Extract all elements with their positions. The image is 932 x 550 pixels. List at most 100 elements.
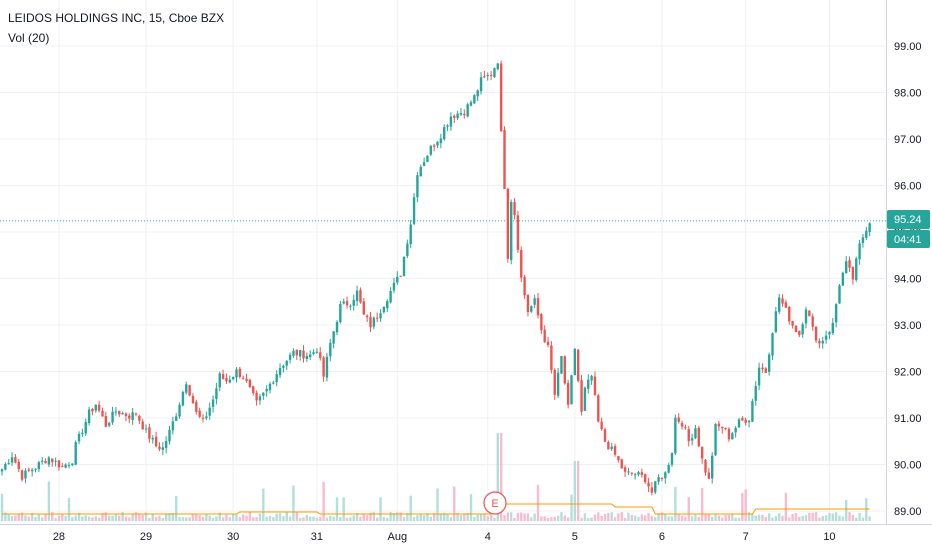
volume-bar — [771, 517, 774, 521]
time-tick-label: 28 — [53, 531, 65, 543]
volume-bar — [664, 514, 667, 521]
volume-bar — [305, 515, 309, 521]
volume-bar — [64, 516, 67, 521]
candle-body — [312, 352, 315, 355]
volume-bar — [443, 512, 446, 521]
volume-bar — [684, 517, 687, 521]
candle-body — [268, 383, 272, 391]
earnings-marker[interactable]: E — [483, 491, 507, 515]
volume-bar — [218, 512, 221, 521]
volume-bar — [754, 515, 757, 521]
time-tick-label: 10 — [823, 531, 835, 543]
volume-bar — [41, 517, 44, 521]
volume-bar — [71, 517, 74, 521]
candle-body — [54, 460, 57, 462]
candle-body — [221, 374, 225, 379]
candle-body — [449, 116, 453, 127]
price-axis[interactable]: 99.0098.0097.0096.0095.0094.0093.0092.00… — [894, 41, 922, 518]
volume-bar — [828, 512, 831, 521]
volume-bar — [77, 512, 81, 521]
volume-bar — [623, 517, 627, 521]
volume-bar — [34, 517, 37, 521]
candle-body — [811, 316, 814, 327]
volume-bar — [510, 512, 513, 521]
candle-body — [443, 127, 446, 140]
candle-body — [255, 392, 258, 401]
volume-bar — [114, 514, 118, 521]
volume-bar — [20, 512, 24, 521]
candle-body — [794, 325, 798, 332]
candle-body — [479, 77, 483, 92]
volume-bar — [654, 517, 657, 521]
candle-body — [687, 429, 690, 442]
volume-bar — [255, 516, 258, 521]
volume-bar — [794, 513, 798, 521]
candle-body — [74, 442, 77, 465]
volume-bar — [74, 515, 77, 521]
volume-bar — [590, 517, 593, 521]
candle-body — [426, 155, 429, 162]
volume-bar — [205, 514, 208, 521]
candle-body — [654, 481, 657, 493]
candle-body — [563, 356, 566, 384]
volume-bar — [821, 516, 824, 521]
candle-body — [319, 352, 322, 359]
candle-body — [778, 297, 781, 312]
volume-indicator-label[interactable]: Vol (20) — [8, 31, 50, 45]
candle-body — [724, 428, 727, 430]
candle-body — [30, 469, 34, 472]
candle-body — [101, 410, 104, 417]
volume-bar — [54, 517, 57, 521]
candle-body — [533, 298, 536, 305]
candle-body — [513, 202, 516, 216]
volume-bar — [94, 516, 97, 521]
bar-close-countdown: 04:41 — [894, 234, 922, 246]
candle-body — [520, 250, 523, 278]
candle-body — [439, 138, 443, 144]
volume-bar — [687, 497, 690, 521]
candle-body — [510, 202, 513, 260]
volume-bar — [593, 514, 597, 521]
candle-body — [855, 258, 858, 281]
candle-body — [419, 166, 422, 177]
volume-bar — [272, 517, 275, 521]
candle-body — [386, 301, 389, 309]
volume-bar — [520, 512, 523, 521]
volume-bar — [523, 513, 526, 521]
candle-body — [191, 395, 195, 404]
candle-body — [694, 428, 697, 439]
candle-body — [295, 349, 298, 356]
volume-bar — [339, 517, 342, 521]
volume-bar — [744, 489, 747, 521]
volume-bar — [865, 498, 868, 521]
candle-body — [138, 415, 141, 421]
volume-bar — [496, 433, 499, 521]
candle-body — [131, 412, 134, 420]
candle-body — [640, 472, 644, 476]
time-axis[interactable]: 28 29 30 31 Aug 4 5 6 7 10 — [53, 531, 836, 543]
candle-body — [617, 456, 620, 461]
candle-body — [329, 342, 332, 357]
volume-bar — [61, 513, 64, 521]
candle-body — [339, 303, 342, 323]
candle-body — [412, 197, 416, 224]
candle-body — [231, 376, 235, 380]
candle-body — [597, 395, 600, 422]
candle-body — [600, 421, 603, 430]
volume-bar — [486, 516, 489, 521]
last-price-value: 95.24 — [894, 214, 922, 226]
candle-body — [757, 367, 761, 386]
candle-body — [20, 470, 24, 480]
volume-bar — [841, 516, 845, 521]
price-tick-label: 92.00 — [894, 367, 922, 379]
volume-bar — [365, 515, 369, 521]
symbol-title[interactable]: LEIDOS HOLDINGS INC, 15, Cboe BZX — [8, 11, 225, 25]
candle-body — [845, 261, 848, 274]
candle-body — [677, 417, 680, 422]
candle-body — [396, 276, 399, 283]
volume-bar — [597, 512, 600, 521]
candle-body — [376, 317, 379, 319]
candle-body — [590, 375, 593, 381]
volume-bar — [228, 517, 231, 521]
